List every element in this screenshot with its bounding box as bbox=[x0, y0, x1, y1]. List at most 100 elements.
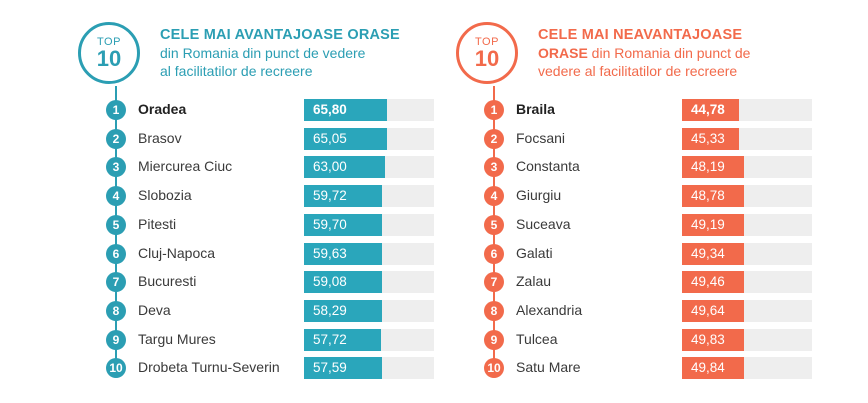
rank-circle: 3 bbox=[106, 157, 126, 178]
score-bar-track: 59,70 bbox=[304, 213, 434, 236]
rank-circle: 8 bbox=[106, 300, 126, 321]
score-bar: 59,63 bbox=[304, 242, 382, 265]
score-bar: 49,83 bbox=[682, 328, 745, 351]
score-bar: 49,19 bbox=[682, 213, 745, 236]
city-name: Pitesti bbox=[138, 215, 177, 232]
rank-circle: 10 bbox=[106, 358, 126, 379]
city-name: Suceava bbox=[516, 215, 571, 232]
rank-circle: 7 bbox=[484, 272, 504, 293]
score-value: 48,78 bbox=[691, 188, 725, 204]
panel-subtitle: ORASE din Romania din punct de vedere al… bbox=[538, 44, 750, 80]
worst-cities-panel: TOP 10 CELE MAI NEAVANTAJOASE ORASE din … bbox=[456, 0, 836, 403]
score-bar: 65,05 bbox=[304, 127, 388, 150]
ranking-row: 9 Targu Mures 57,72 bbox=[104, 328, 444, 352]
top10-badge: TOP 10 bbox=[456, 22, 518, 84]
rank-circle: 5 bbox=[484, 214, 504, 235]
score-bar-track: 57,72 bbox=[304, 328, 434, 351]
city-name: Slobozia bbox=[138, 187, 192, 204]
panel-subtitle: din Romania din punct de vedere al facil… bbox=[160, 44, 365, 80]
ranking-row: 5 Suceava 49,19 bbox=[482, 213, 822, 237]
score-value: 57,59 bbox=[313, 360, 347, 376]
city-name: Alexandria bbox=[516, 301, 583, 318]
city-name: Bucuresti bbox=[138, 273, 197, 290]
score-bar: 57,59 bbox=[304, 357, 382, 380]
score-value: 65,05 bbox=[313, 130, 347, 146]
badge-top-label: TOP bbox=[475, 36, 499, 48]
score-bar-track: 65,80 bbox=[304, 99, 434, 121]
city-name: Focsani bbox=[516, 129, 566, 146]
city-name: Deva bbox=[138, 301, 171, 318]
rank-circle: 10 bbox=[484, 358, 504, 379]
score-bar: 49,34 bbox=[682, 242, 745, 265]
score-bar: 48,19 bbox=[682, 156, 745, 179]
score-value: 49,64 bbox=[691, 302, 725, 318]
score-bar-track: 58,29 bbox=[304, 299, 434, 322]
score-value: 65,80 bbox=[313, 102, 347, 117]
score-bar-track: 65,05 bbox=[304, 127, 434, 150]
score-bar-track: 59,63 bbox=[304, 242, 434, 265]
score-bar: 57,72 bbox=[304, 328, 381, 351]
city-name: Satu Mare bbox=[516, 359, 581, 376]
city-name: Constanta bbox=[516, 158, 580, 175]
city-name: Tulcea bbox=[516, 330, 558, 347]
subtitle-line-1: din Romania din punct de bbox=[587, 45, 751, 61]
ranking-row: 8 Deva 58,29 bbox=[104, 299, 444, 323]
ranking-row: 9 Tulcea 49,83 bbox=[482, 328, 822, 352]
ranking-row: 4 Giurgiu 48,78 bbox=[482, 184, 822, 208]
ranking-row: 2 Focsani 45,33 bbox=[482, 127, 822, 151]
subtitle-line-1: din Romania din punct de vedere bbox=[160, 45, 366, 61]
score-value: 57,72 bbox=[313, 331, 347, 347]
subtitle-line-2: al facilitatilor de recreere bbox=[160, 63, 313, 79]
rank-circle: 2 bbox=[484, 128, 504, 149]
city-name: Cluj-Napoca bbox=[138, 244, 216, 261]
rank-circle: 3 bbox=[484, 157, 504, 178]
score-bar-track: 49,84 bbox=[682, 357, 812, 380]
rank-circle: 4 bbox=[106, 186, 126, 207]
score-bar-track: 57,59 bbox=[304, 357, 434, 380]
ranking-row: 1 Oradea 65,80 bbox=[104, 98, 444, 122]
badge-top-label: TOP bbox=[97, 36, 121, 48]
score-value: 48,19 bbox=[691, 159, 725, 175]
score-bar: 59,72 bbox=[304, 185, 382, 208]
panel-title: CELE MAI NEAVANTAJOASE bbox=[538, 27, 743, 43]
city-name: Drobeta Turnu-Severin bbox=[138, 359, 280, 376]
badge-number: 10 bbox=[474, 46, 500, 71]
city-name: Giurgiu bbox=[516, 187, 562, 204]
badge-number: 10 bbox=[96, 46, 122, 71]
score-value: 58,29 bbox=[313, 302, 347, 318]
score-bar: 45,33 bbox=[682, 127, 740, 150]
rank-circle: 5 bbox=[106, 214, 126, 235]
score-value: 49,84 bbox=[691, 360, 725, 376]
ranking-row: 7 Bucuresti 59,08 bbox=[104, 270, 444, 294]
rank-circle: 4 bbox=[484, 186, 504, 207]
rank-circle: 9 bbox=[484, 329, 504, 350]
ranking-row: 4 Slobozia 59,72 bbox=[104, 184, 444, 208]
score-bar-track: 49,34 bbox=[682, 242, 812, 265]
score-bar: 49,64 bbox=[682, 299, 745, 322]
score-bar-track: 49,19 bbox=[682, 213, 812, 236]
score-value: 59,08 bbox=[313, 274, 347, 290]
subtitle-bold: ORASE bbox=[538, 45, 588, 61]
score-bar-track: 44,78 bbox=[682, 99, 812, 121]
score-value: 45,33 bbox=[691, 130, 725, 146]
score-bar-track: 49,83 bbox=[682, 328, 812, 351]
ranking-row: 6 Cluj-Napoca 59,63 bbox=[104, 242, 444, 266]
score-bar-track: 48,78 bbox=[682, 185, 812, 208]
score-value: 49,19 bbox=[691, 216, 725, 232]
ranking-row: 3 Miercurea Ciuc 63,00 bbox=[104, 155, 444, 179]
rank-circle: 6 bbox=[484, 243, 504, 264]
ranking-row: 5 Pitesti 59,70 bbox=[104, 213, 444, 237]
score-value: 59,70 bbox=[313, 216, 347, 232]
rank-circle: 7 bbox=[106, 272, 126, 293]
city-name: Zalau bbox=[516, 273, 552, 290]
city-name: Brasov bbox=[138, 129, 182, 146]
city-name: Miercurea Ciuc bbox=[138, 158, 233, 175]
ranking-row: 7 Zalau 49,46 bbox=[482, 270, 822, 294]
ranking-row: 6 Galati 49,34 bbox=[482, 242, 822, 266]
score-bar: 63,00 bbox=[304, 156, 385, 179]
subtitle-line-2: vedere al facilitatilor de recreere bbox=[538, 63, 738, 79]
ranking-row: 10 Satu Mare 49,84 bbox=[482, 356, 822, 380]
score-value: 59,72 bbox=[313, 188, 347, 204]
panel-title: CELE MAI AVANTAJOASE ORASE bbox=[160, 27, 400, 43]
rank-circle: 1 bbox=[106, 100, 126, 120]
